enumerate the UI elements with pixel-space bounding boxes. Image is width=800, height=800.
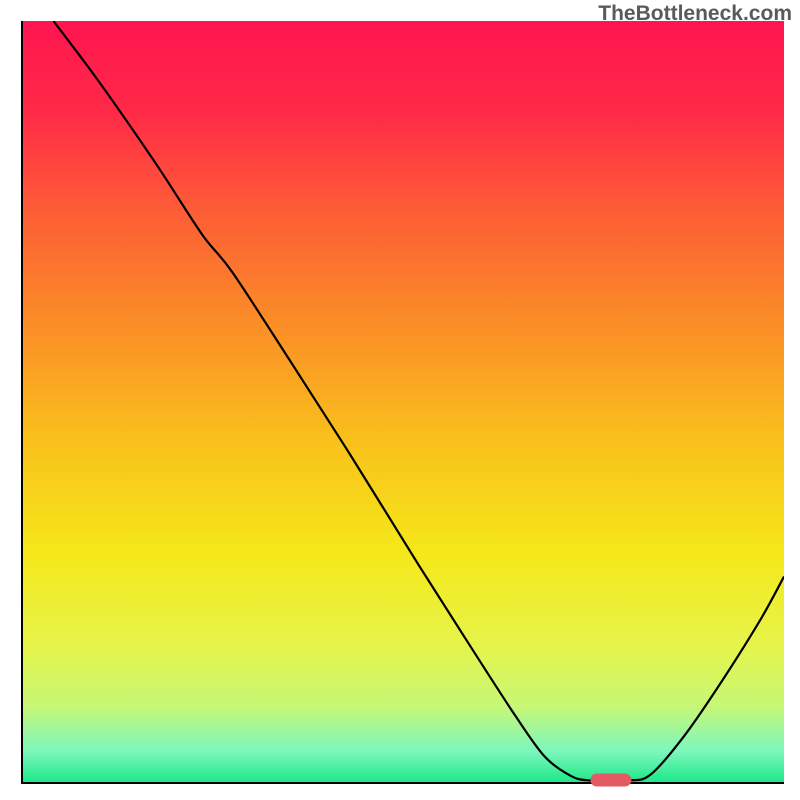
bottleneck-curve: [23, 21, 784, 782]
bottleneck-plot: [21, 21, 784, 784]
sweet-spot-marker: [590, 774, 631, 787]
watermark-text: TheBottleneck.com: [598, 2, 792, 26]
